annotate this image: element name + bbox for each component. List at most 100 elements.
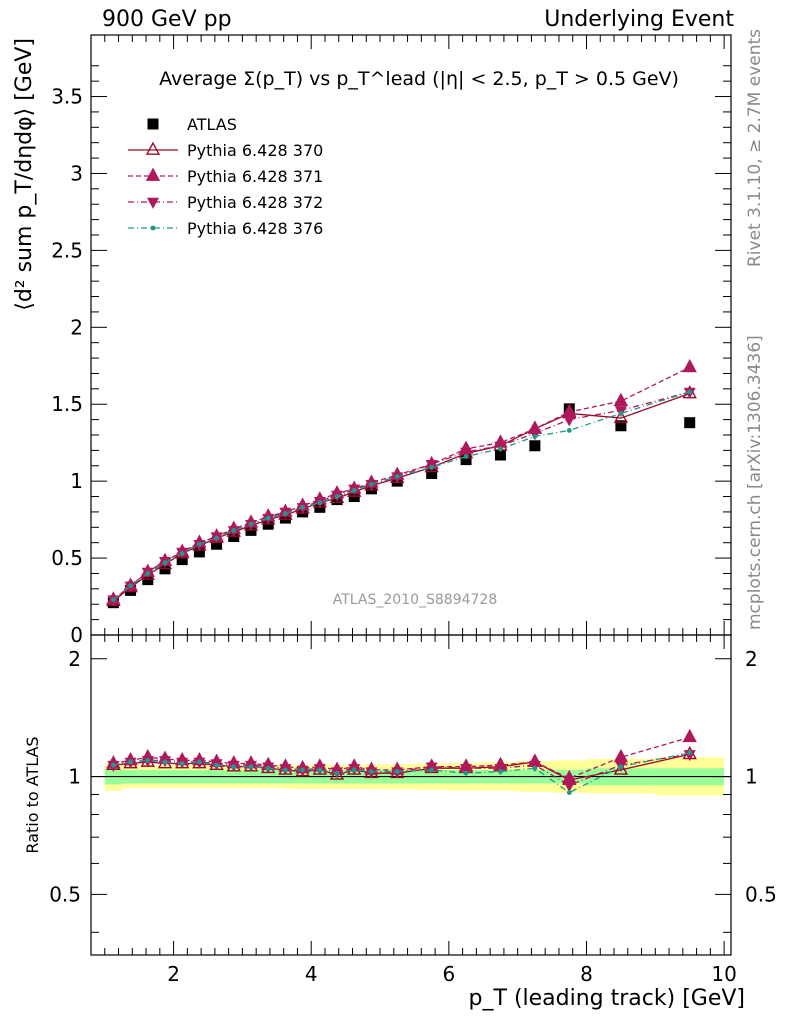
data-point: [682, 358, 697, 373]
data-point: [193, 546, 205, 558]
analysis-watermark: ATLAS_2010_S8894728: [333, 592, 498, 608]
ratio-series-3: [110, 750, 693, 795]
y-tick-label: 0: [70, 623, 83, 647]
data-point: [394, 474, 400, 479]
data-point: [179, 761, 185, 766]
data-point: [248, 764, 254, 770]
data-point: [231, 527, 237, 533]
data-point: [460, 454, 472, 466]
data-point: [128, 583, 133, 589]
ratio-line: [113, 752, 690, 794]
data-point: [498, 446, 503, 452]
data-point: [162, 759, 168, 765]
data-point: [615, 420, 627, 432]
data-point: [429, 767, 435, 773]
series-4: [110, 389, 693, 603]
data-point: [563, 415, 576, 427]
data-point: [394, 769, 400, 774]
series-line: [112, 391, 690, 601]
data-point: [214, 535, 219, 541]
y-tick-label: 3.5: [51, 85, 83, 109]
data-point: [110, 762, 116, 768]
main-panel: 0 0.5 1 1.5 2 2.5 3 3.5 ⟨d² sum p_T/dηdφ⟩ [GeV] A…: [12, 34, 732, 647]
ratio-y-axis-title: Ratio to ATLAS: [23, 736, 42, 853]
data-point: [283, 511, 288, 516]
ratio-y-tick-label-left: 2: [68, 647, 81, 671]
data-point: [494, 449, 506, 461]
data-point: [369, 769, 374, 774]
data-point: [684, 417, 696, 429]
header-left: 900 GeV pp: [102, 7, 232, 32]
data-point: [687, 389, 693, 395]
data-point: [179, 551, 185, 556]
data-point: [176, 554, 188, 566]
series-line: [112, 392, 690, 602]
data-point: [613, 392, 629, 407]
x-tick-label: 8: [580, 962, 593, 986]
data-point: [351, 767, 357, 773]
data-point: [231, 764, 237, 770]
legend-label: Pythia 6.428 372: [187, 193, 323, 212]
data-point: [618, 411, 624, 416]
data-point: [460, 764, 473, 776]
legend: ATLAS Pythia 6.428 370 Pythia 6.428 371 Pyt…: [128, 115, 323, 238]
data-point: [460, 447, 473, 459]
y-tick-label: 0.5: [51, 546, 83, 570]
data-point: [300, 504, 306, 510]
data-point: [317, 500, 323, 506]
data-point: [532, 765, 538, 771]
x-axis-title: p_T (leading track) [GeV]: [469, 986, 745, 1011]
data-point: [145, 141, 161, 155]
data-point: [147, 197, 159, 209]
legend-label: Pythia 6.428 371: [187, 167, 323, 186]
series-3: [107, 387, 696, 607]
ratio-y-tick-label-right: 2: [745, 647, 758, 671]
ratio-y-tick-label-right: 1: [745, 765, 758, 789]
data-point: [529, 440, 541, 452]
ratio-panel: 0.5 0.5 1 1 2 2 Ratio to ATLAS: [23, 634, 777, 956]
data-point: [300, 767, 306, 773]
x-tick-label: 2: [167, 962, 180, 986]
data-point: [351, 487, 357, 493]
data-point: [566, 790, 572, 795]
ratio-frame: [90, 634, 732, 956]
data-point: [145, 757, 151, 763]
data-point: [463, 454, 469, 459]
series-0: [107, 403, 696, 609]
header-right: Underlying Event: [544, 7, 734, 32]
chart-title: Average Σ(p_T) vs p_T^lead (|η| < 2.5, p…: [159, 68, 679, 90]
data-point: [682, 728, 697, 743]
series-1: [106, 385, 697, 607]
data-point: [214, 762, 219, 768]
data-point: [265, 515, 271, 521]
ratio-y-tick-label-left: 0.5: [49, 882, 81, 906]
data-point: [618, 764, 624, 770]
y-tick-label: 1: [70, 469, 83, 493]
data-point: [566, 427, 572, 433]
data-point: [429, 464, 435, 470]
data-point: [248, 521, 254, 527]
data-point: [283, 767, 288, 773]
y-tick-label: 3: [70, 161, 83, 185]
y-tick-label: 1.5: [51, 392, 83, 416]
data-point: [532, 434, 538, 439]
data-point: [150, 225, 156, 231]
data-point: [196, 541, 202, 547]
y-tick-label: 2.5: [51, 238, 83, 262]
data-point: [147, 118, 159, 130]
data-point: [613, 409, 629, 423]
data-point: [498, 769, 503, 774]
data-point: [145, 167, 161, 181]
data-point: [211, 538, 223, 550]
data-point: [563, 781, 576, 793]
series-line: [112, 391, 690, 601]
data-point: [317, 767, 323, 773]
data-point: [463, 770, 469, 776]
legend-label: Pythia 6.428 376: [187, 219, 323, 238]
y-tick-label: 2: [70, 315, 83, 339]
legend-label: ATLAS: [187, 115, 237, 134]
ratio-y-tick-label-right: 0.5: [745, 882, 777, 906]
data-point: [110, 597, 116, 603]
data-point: [369, 481, 374, 487]
